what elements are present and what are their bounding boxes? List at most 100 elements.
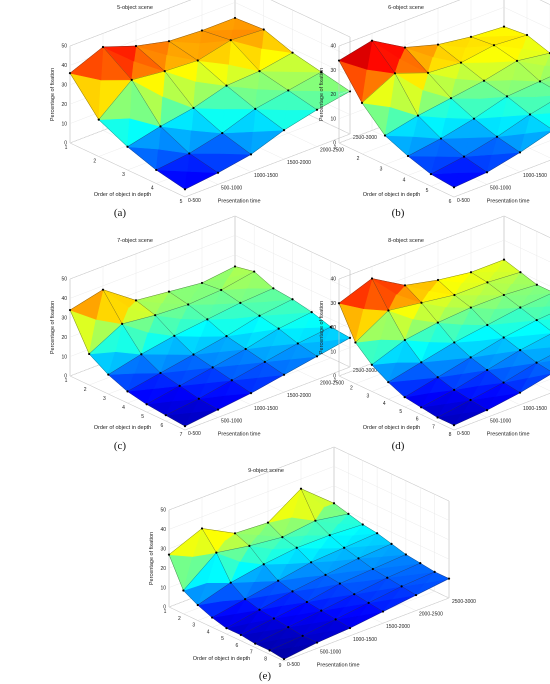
data-point [486,323,489,327]
data-point [167,290,171,293]
x-tick-label: 3 [366,393,369,399]
x-tick-label: 3 [103,396,106,402]
data-point [310,561,313,564]
panel-caption: (d) [392,440,405,452]
chart-title: 8-object scene [388,238,424,244]
data-point [404,553,407,556]
y-tick-label: 500-1000 [221,418,242,424]
data-point [287,626,290,629]
mesh-line [404,47,521,153]
data-point [453,388,456,391]
data-point [296,342,299,345]
x-tick-label: 4 [122,405,125,411]
data-point [383,134,387,137]
data-point [328,534,331,537]
data-point [229,581,232,584]
x-tick-label: 5 [426,188,429,194]
y-tick-label: 0-500 [457,198,470,204]
data-point [486,368,489,372]
data-point [107,373,110,376]
data-point [337,59,341,62]
data-point [447,577,451,580]
chart-title: 6-object scene [388,5,424,11]
data-point [197,397,200,400]
data-point [159,371,162,375]
data-point [230,379,233,382]
mesh-line [437,279,550,372]
data-point [406,154,410,158]
mesh-line [269,571,435,651]
data-point [332,502,336,505]
data-point [426,71,430,74]
mesh-line [183,513,349,591]
data-point [505,95,509,98]
z-tick-label: 50 [61,44,67,50]
data-point [68,72,72,75]
mesh-line [404,313,550,398]
chart-panel-4: 010203040123456780-500500-10001000-15001… [319,215,550,452]
panel-caption: (c) [114,440,127,452]
mesh-line [453,374,550,426]
surface-patch [290,52,323,73]
data-point [145,403,148,406]
z-axis-label: Percentage of fixation [319,68,325,121]
data-point [386,576,389,579]
mesh-line [240,554,406,636]
x-axis-label: Order of object in depth [193,656,250,662]
data-point [337,302,341,305]
x-axis-label: Order of object in depth [94,192,151,198]
data-point [452,424,456,427]
y-gridline [338,279,455,431]
x-tick-label: 1 [334,378,337,384]
x-tick-label: 1 [65,145,68,151]
data-point [416,114,420,117]
data-point [449,97,453,100]
z-tick-label: 0 [163,605,166,611]
z-axis-label: Percentage of fixation [50,68,56,121]
data-point [367,601,370,604]
data-point [453,293,456,297]
y-tick-label: 500-1000 [490,418,511,424]
z-gridline [69,0,351,47]
data-point [291,51,294,54]
mesh-line [184,337,351,427]
data-point [299,487,303,490]
data-point [315,641,319,644]
mesh-line [69,266,236,311]
data-point [495,135,499,138]
y-tick-label: 2500-3000 [353,368,377,374]
data-point [216,408,220,411]
surface [338,259,550,426]
data-point [287,89,290,92]
y-axis-label: Presentation time [218,199,261,205]
data-point [220,288,223,292]
data-point [263,360,266,363]
mesh-line [407,76,550,157]
z-tick-label: 0 [64,141,67,147]
data-point [371,567,374,571]
data-point [215,551,218,554]
z-tick-label: 0 [333,141,336,147]
chart-title: 5-object scene [117,5,153,11]
z-tick-label: 40 [160,527,166,533]
data-point [244,598,247,601]
mesh-line [430,102,550,175]
z-tick-label: 40 [330,44,336,50]
surface [69,265,351,427]
mesh-line [127,52,293,147]
panel-caption: (e) [259,670,272,682]
mesh-line [146,312,312,405]
data-point [310,311,313,314]
y-tick-label: 1000-1500 [353,637,377,643]
data-point [126,145,129,148]
y-gridline [69,279,186,431]
data-point [420,361,423,364]
data-point [277,579,280,582]
data-point [233,16,237,20]
z-axis-label: Percentage of fixation [319,301,325,354]
data-point [192,353,195,356]
data-point [167,40,171,43]
x-tick-label: 5 [399,409,402,415]
